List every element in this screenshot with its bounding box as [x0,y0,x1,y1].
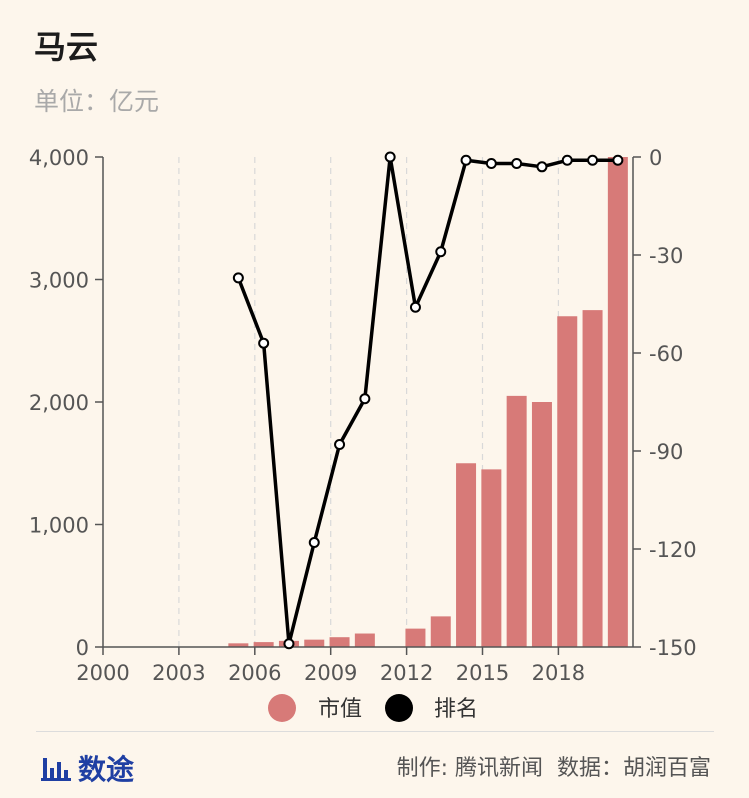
bar-2015 [481,469,502,647]
bar-2010 [354,633,375,647]
right-tick-label: -150 [649,636,697,660]
bar-chart-icon [41,758,71,781]
x-tick-label-2009: 2009 [304,661,357,685]
bar-2012 [405,628,426,647]
footer-credits: 制作: 腾讯新闻 数据：胡润百富 [397,750,711,782]
right-tick-label: 0 [649,146,662,170]
rank-point-2014 [460,154,472,166]
right-axis-ticks: -150 -120 -90 -60 -30 0 [633,146,697,660]
left-tick-label: 3,000 [29,269,89,293]
bar-2018 [557,316,578,647]
x-tick-label-2000: 2000 [76,661,129,685]
x-tick-label-2003: 2003 [152,661,205,685]
x-axis-ticks: 2000 2003 2006 2009 2012 2015 2018 [76,647,585,685]
rank-point-2020 [612,154,624,166]
rank-line [236,155,618,646]
rank-point-2012 [409,301,421,313]
combo-chart: 2000 2003 2006 2009 2012 2015 2018 0 1,000 2,000… [29,146,697,722]
rank-point-2008 [308,536,320,548]
brand-logo: 数途 [40,748,134,788]
rank-point-2018 [561,154,573,166]
rank-point-2019 [587,154,599,166]
bar-2009 [329,637,350,647]
right-tick-label: -60 [649,342,683,366]
brand-name: 数途 [78,753,135,786]
rank-point-2009 [334,438,346,450]
rank-point-2011 [384,151,396,163]
bar-series [228,157,628,647]
left-tick-label: 1,000 [29,514,89,538]
x-tick-label-2018: 2018 [532,661,585,685]
legend: 市值 排名 [268,694,478,722]
bar-2005 [228,643,249,647]
bar-2006 [253,642,274,647]
legend-swatch-market-value [268,694,296,722]
x-tick-label-2012: 2012 [380,661,433,685]
bar-2008 [304,639,325,647]
rank-point-2007 [283,638,295,650]
rank-point-2017 [536,161,548,173]
left-tick-label: 4,000 [29,146,89,170]
rank-point-2006 [258,337,270,349]
rank-point-2010 [359,393,371,405]
rank-point-2005 [232,272,244,284]
credit-make: 制作: 腾讯新闻 [396,756,543,781]
right-tick-label: -90 [649,440,683,464]
line-series [232,151,624,650]
x-tick-label-2015: 2015 [456,661,509,685]
rank-point-2013 [435,246,447,258]
left-tick-label: 2,000 [29,391,89,415]
right-tick-label: -120 [649,538,697,562]
left-tick-label: 0 [76,636,89,660]
bar-2013 [430,616,451,647]
legend-label-rank[interactable]: 排名 [434,697,478,722]
bar-2017 [531,402,552,647]
rank-point-2015 [485,158,497,170]
bar-2016 [506,395,527,647]
right-tick-label: -30 [649,244,683,268]
footer-divider [36,731,714,732]
credit-data: 数据：胡润百富 [556,756,711,781]
left-axis-ticks: 0 1,000 2,000 3,000 4,000 [29,146,103,660]
unit-label: 单位：亿元 [34,87,160,116]
bar-2014 [456,463,477,647]
chart-title: 马云 [34,28,99,66]
x-tick-label-2006: 2006 [228,661,281,685]
bar-2020 [607,157,628,647]
legend-swatch-rank [385,694,413,722]
rank-point-2016 [511,158,523,170]
legend-label-market-value[interactable]: 市值 [318,697,362,722]
bar-2019 [582,310,603,647]
